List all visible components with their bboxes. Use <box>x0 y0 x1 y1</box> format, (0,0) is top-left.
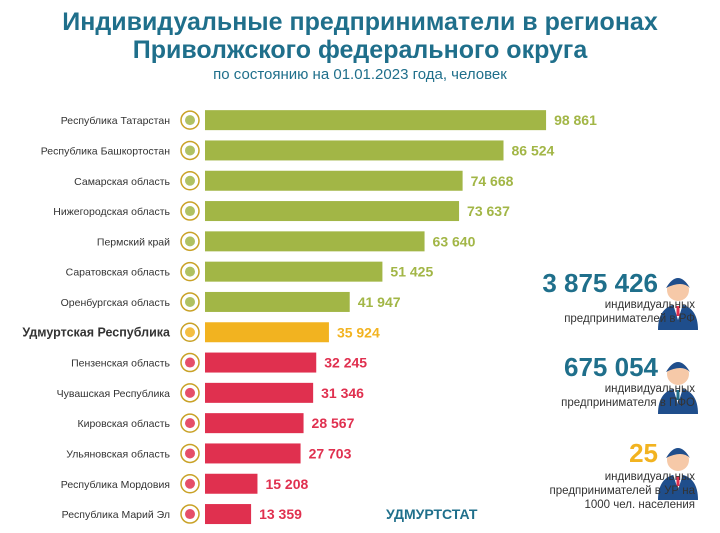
chart-title-line2: Приволжского федерального округа <box>132 36 588 64</box>
category-label: Самарская область <box>74 176 170 188</box>
stat-text-pfo-line1: индивидуальных <box>604 383 695 395</box>
bar <box>205 140 504 161</box>
region-emblem-icon-inner <box>185 448 195 459</box>
region-emblem-icon-inner <box>185 418 195 429</box>
value-label: 35 924 <box>337 324 380 340</box>
chart-subtitle: по состоянию на 01.01.2023 года, человек <box>213 66 507 83</box>
category-label: Ульяновская область <box>66 448 170 460</box>
category-label: Республика Татарстан <box>61 115 171 127</box>
category-label: Саратовская область <box>66 267 171 279</box>
region-emblem-icon-inner <box>185 115 195 126</box>
value-label: 41 947 <box>358 294 401 310</box>
region-emblem-icon-inner <box>185 509 195 520</box>
category-label: Республика Мордовия <box>61 479 170 491</box>
value-label: 73 637 <box>467 203 510 219</box>
businessman-icon <box>658 448 698 500</box>
region-emblem-icon-inner <box>185 357 195 368</box>
bar <box>205 413 304 434</box>
stat-text-ur-line1: индивидуальных <box>604 471 695 483</box>
value-label: 98 861 <box>554 112 597 128</box>
stat-text-rf-line1: индивидуальных <box>604 299 695 311</box>
value-label: 28 567 <box>312 415 355 431</box>
category-label: Оренбургская область <box>61 297 171 309</box>
stat-number-ur: 25 <box>629 438 658 468</box>
region-emblem-icon-inner <box>185 296 195 307</box>
value-label: 63 640 <box>433 233 476 249</box>
value-label: 31 346 <box>321 385 364 401</box>
category-label: Пензенская область <box>71 358 170 370</box>
region-emblem-icon-inner <box>185 145 195 156</box>
value-label: 86 524 <box>512 142 555 158</box>
stat-number-pfo: 675 054 <box>564 352 658 382</box>
bar <box>205 504 252 525</box>
stat-number-rf: 3 875 426 <box>542 268 658 298</box>
region-emblem-icon-inner <box>185 236 195 247</box>
stat-text-ur-line3: 1000 чел. населения <box>584 499 695 511</box>
stat-text-rf-line2: предпринимателей в РФ <box>564 313 695 325</box>
category-label: Удмуртская Республика <box>22 325 171 339</box>
region-emblem-icon-inner <box>185 478 195 489</box>
bar <box>205 322 329 343</box>
category-label: Республика Марий Эл <box>62 509 170 521</box>
chart-title-line1: Индивидуальные предприниматели в региона… <box>62 8 658 36</box>
value-label: 32 245 <box>324 355 367 371</box>
bar <box>205 170 463 191</box>
stat-text-pfo-line2: предпринимателя в ПФО <box>561 397 695 409</box>
category-label: Чувашская Республика <box>57 388 171 400</box>
source-label: УДМУРТСТАТ <box>386 506 478 522</box>
businessman-icon <box>658 362 698 414</box>
bar <box>205 291 350 312</box>
bar <box>205 352 317 373</box>
bar <box>205 231 425 252</box>
category-label: Пермский край <box>97 236 170 248</box>
value-label: 51 425 <box>390 264 433 280</box>
bar <box>205 473 258 494</box>
value-label: 15 208 <box>265 476 308 492</box>
bar <box>205 201 460 222</box>
category-label: Нижегородская область <box>53 206 170 218</box>
bar <box>205 110 547 131</box>
value-label: 27 703 <box>309 445 352 461</box>
region-emblem-icon-inner <box>185 387 195 398</box>
region-emblem-icon-inner <box>185 206 195 217</box>
region-emblem-icon-inner <box>185 175 195 186</box>
value-label: 13 359 <box>259 506 302 522</box>
businessman-icon <box>658 278 698 330</box>
region-emblem-icon-inner <box>185 266 195 277</box>
category-label: Кировская область <box>77 418 170 430</box>
bar <box>205 382 314 403</box>
stat-text-ur-line2: предпринимателей в УР на <box>549 485 695 497</box>
value-label: 74 668 <box>471 173 514 189</box>
bar <box>205 261 383 282</box>
category-label: Республика Башкортостан <box>41 145 170 157</box>
bar <box>205 443 301 464</box>
region-emblem-icon-inner <box>185 327 195 338</box>
